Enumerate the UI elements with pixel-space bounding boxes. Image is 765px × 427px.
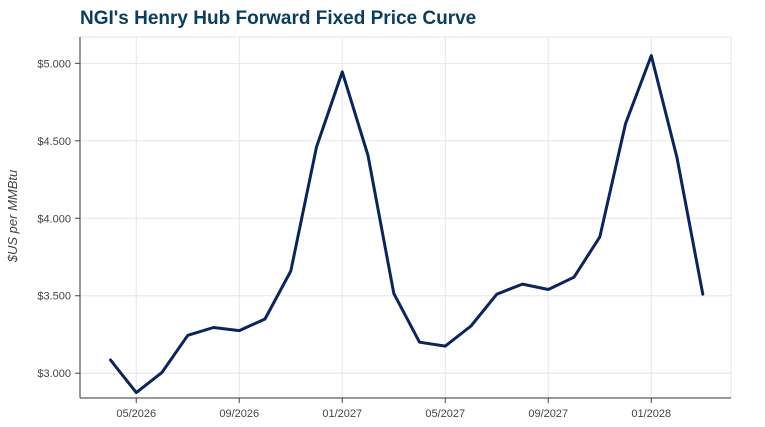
series bbox=[109, 54, 705, 395]
y-tick-label: $3.500 bbox=[37, 291, 71, 303]
gridlines bbox=[80, 37, 731, 398]
x-tick-label: 05/2027 bbox=[425, 408, 465, 420]
y-tick-label: $4.000 bbox=[37, 213, 71, 225]
y-tick-label: $5.000 bbox=[37, 58, 71, 70]
series-line bbox=[109, 54, 705, 395]
axes bbox=[75, 36, 732, 403]
chart-title: NGI's Henry Hub Forward Fixed Price Curv… bbox=[80, 8, 477, 29]
x-tick-label: 01/2028 bbox=[631, 408, 671, 420]
x-tick-label: 09/2027 bbox=[528, 408, 568, 420]
x-tick-label: 05/2026 bbox=[116, 408, 156, 420]
y-axis-title: $US per MMBtu bbox=[5, 170, 20, 263]
tick-labels: $3.000 $3.500 $4.000 $4.500 $5.000 05/2026 09/… bbox=[37, 58, 671, 420]
y-tick-label: $4.500 bbox=[37, 136, 71, 148]
x-tick-label: 01/2027 bbox=[322, 408, 362, 420]
y-tick-label: $3.000 bbox=[37, 368, 71, 380]
x-tick-label: 09/2026 bbox=[219, 408, 259, 420]
